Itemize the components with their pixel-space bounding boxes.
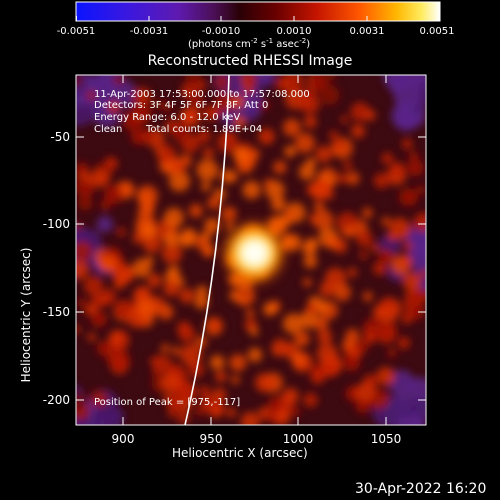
- x-axis-label: Heliocentric X (arcsec): [172, 446, 308, 460]
- colorbar: [75, 1, 441, 22]
- colorbar-tick-label: 0.0051: [419, 26, 455, 37]
- time-range-annotation: 11-Apr-2003 17:53:00.000 to 17:57:08.000: [94, 89, 310, 100]
- colorbar-tick-label: -0.0010: [201, 26, 241, 37]
- energy-range-annotation: Energy Range: 6.0 - 12.0 keV: [94, 112, 241, 123]
- solar-limb-line: [184, 75, 230, 425]
- y-tick-label: -50: [50, 130, 70, 144]
- axis-ticks: [76, 75, 426, 425]
- y-tick-label: -200: [42, 393, 70, 407]
- plot-frame: [75, 74, 427, 426]
- colorbar-ticks: [76, 16, 440, 21]
- colorbar-tick-label: 0.0010: [276, 26, 312, 37]
- plot-title: Reconstructed RHESSI Image: [147, 53, 353, 69]
- colorbar-tick-label: 0.0031: [349, 26, 385, 37]
- x-tick-label: 1000: [282, 432, 314, 446]
- y-tick-label: -150: [42, 305, 70, 319]
- y-tick-label: -100: [42, 217, 70, 231]
- x-tick-label: 900: [111, 432, 135, 446]
- detectors-annotation: Detectors: 3F 4F 5F 6F 7F 8F, Att 0: [94, 100, 269, 111]
- y-axis-label: Heliocentric Y (arcsec): [19, 247, 33, 383]
- algorithm-annotation: Clean: [94, 124, 123, 135]
- peak-position-annotation: Position of Peak = [975,-117]: [94, 397, 241, 408]
- colorbar-tick-label: -0.0051: [56, 26, 96, 37]
- total-counts-annotation: Total counts: 1.89E+04: [146, 124, 263, 135]
- colorbar-tick-label: -0.0031: [129, 26, 169, 37]
- solar-image: [76, 75, 426, 425]
- x-tick-label: 950: [199, 432, 223, 446]
- x-tick-label: 1050: [370, 432, 402, 446]
- plot-timestamp: 30-Apr-2022 16:20: [355, 481, 487, 497]
- colorbar-units: (photons cm-2 s-1 asec-2): [188, 37, 311, 50]
